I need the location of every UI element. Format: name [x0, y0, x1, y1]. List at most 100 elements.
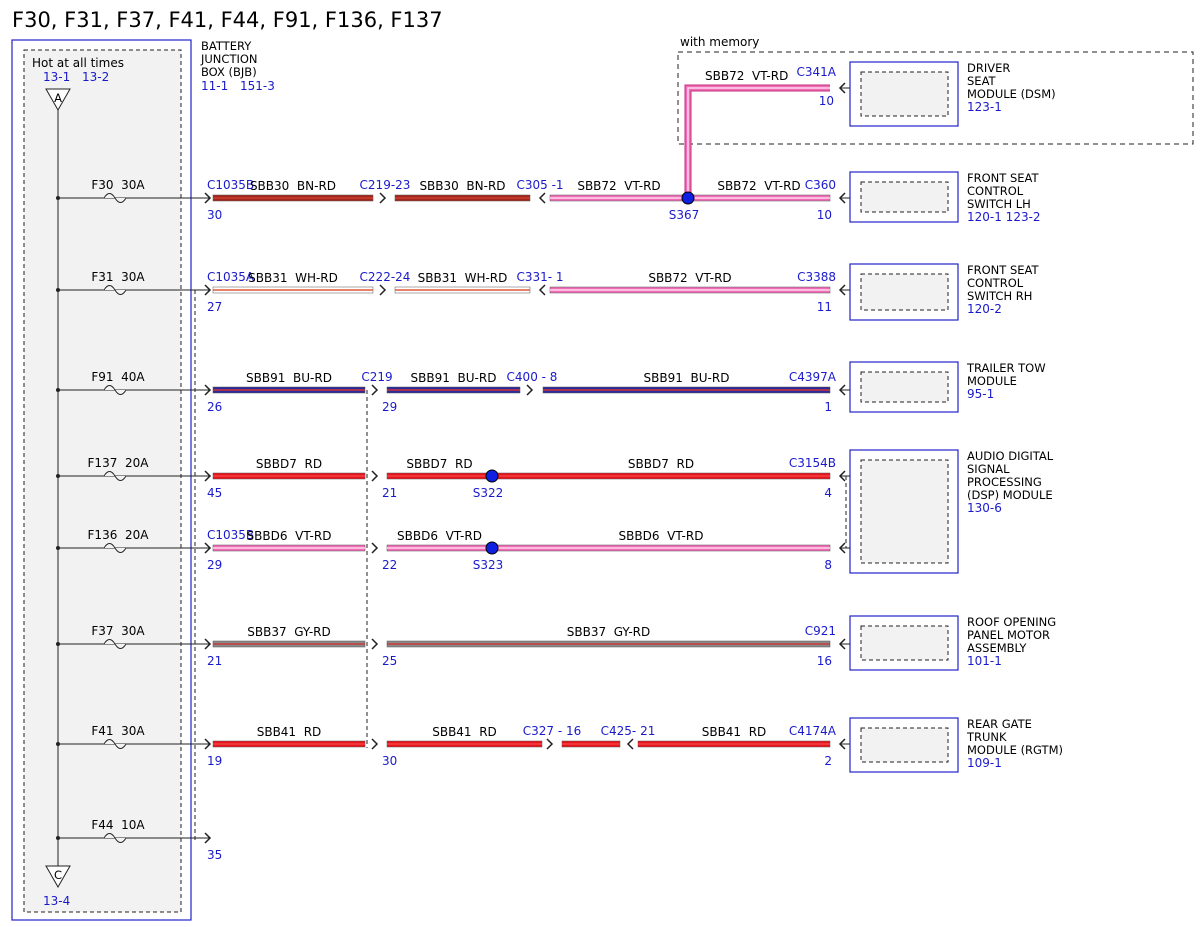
fuse-label: F41 30A [91, 724, 145, 738]
connector-arrow [371, 384, 379, 396]
wire-label: SBB41 RD [257, 725, 322, 739]
bjb-label: BATTERY [201, 39, 252, 53]
connector-arrow [371, 738, 379, 750]
wire-label: SBB91 BU-RD [246, 371, 332, 385]
module-name: PANEL MOTOR [967, 628, 1050, 642]
module-name: FRONT SEAT [967, 171, 1039, 185]
fuse-label: F31 30A [91, 270, 145, 284]
module-name: ASSEMBLY [967, 641, 1027, 655]
bjb-ref: 11-1 [201, 79, 228, 93]
pin: 4 [824, 486, 832, 500]
connector-name: C425- 21 [601, 724, 656, 738]
splice-name: S322 [473, 486, 504, 500]
bjb-ref: 13-4 [43, 894, 70, 908]
wire-label: SBB31 WH-RD [418, 271, 508, 285]
connector-name: C1035B [207, 528, 254, 542]
pin: 10 [817, 208, 832, 222]
pin: 19 [207, 754, 222, 768]
connector-letter: A [54, 91, 62, 105]
module-name: CONTROL [967, 276, 1024, 290]
wire-label: SBB91 BU-RD [411, 371, 497, 385]
wire-label: SBB72 VT-RD [705, 69, 788, 83]
connector-arrow [371, 542, 379, 554]
module [849, 171, 959, 223]
wire-label: SBB31 WH-RD [248, 271, 338, 285]
connector-name: C921 [805, 624, 836, 638]
connector-arrow [204, 832, 212, 844]
connector-arrow [204, 542, 212, 554]
wire-label: SBBD6 VT-RD [397, 529, 482, 543]
module-name: TRUNK [966, 730, 1007, 744]
connector-name: C4397A [789, 370, 837, 384]
connector-arrow [379, 284, 387, 296]
connector-arrow [204, 638, 212, 650]
module [849, 263, 959, 321]
connector-arrow [379, 192, 387, 204]
splice [485, 469, 499, 483]
fuse-label: F137 20A [88, 456, 150, 470]
wire-label: SBB91 BU-RD [644, 371, 730, 385]
bjb-label: BOX (BJB) [201, 65, 257, 79]
bjb-header: Hot at all times [32, 56, 124, 70]
wire-label: SBB72 VT-RD [648, 271, 731, 285]
fuse [103, 193, 127, 203]
module [849, 615, 959, 671]
wire-label: SBBD7 RD [628, 457, 694, 471]
fuse-label: F30 30A [91, 178, 145, 192]
module-inner [860, 459, 949, 564]
module-name: SEAT [967, 74, 997, 88]
connector-name: C341A [797, 65, 837, 79]
connector-name: C400 - 8 [507, 370, 558, 384]
pin: 2 [824, 754, 832, 768]
pin: 1 [824, 400, 832, 414]
fuse [103, 639, 127, 649]
connector-name: C327 - 16 [523, 724, 582, 738]
fuse [103, 833, 127, 843]
module-name: SWITCH LH [967, 197, 1031, 211]
connector-name: C3388 [797, 270, 836, 284]
connector-name: C3154B [789, 456, 836, 470]
wire-label: SBB72 VT-RD [577, 179, 660, 193]
group-label: with memory [680, 35, 759, 49]
pin: 27 [207, 300, 222, 314]
splice [681, 191, 695, 205]
wire-label: SBBD6 VT-RD [247, 529, 332, 543]
connector-arrow [538, 192, 546, 204]
connector-name: C219-23 [360, 178, 411, 192]
connector-name: C1035B [207, 178, 254, 192]
wire-label: SBB30 BN-RD [419, 179, 505, 193]
connector-arrow [546, 738, 554, 750]
module-name: ROOF OPENING [967, 615, 1056, 629]
module-name: FRONT SEAT [967, 263, 1039, 277]
fuse [103, 385, 127, 395]
module-ref: 101-1 [967, 654, 1002, 668]
bjb-frame [11, 39, 192, 921]
title: F30, F31, F37, F41, F44, F91, F136, F137 [12, 8, 443, 32]
connector-arrow [204, 470, 212, 482]
wire-label: SBB37 GY-RD [247, 625, 331, 639]
splice-name: S323 [473, 558, 504, 572]
connector-c [45, 865, 71, 889]
connector-arrow [204, 384, 212, 396]
splice-name: S367 [669, 208, 700, 222]
module-name: MODULE [967, 374, 1017, 388]
module-ref: 120-1 123-2 [967, 210, 1041, 224]
module-ref: 130-6 [967, 501, 1002, 515]
fuse [103, 543, 127, 553]
wire-label: SBB30 BN-RD [250, 179, 336, 193]
module-ref: 120-2 [967, 302, 1002, 316]
module-name: REAR GATE [967, 717, 1032, 731]
fuse [103, 471, 127, 481]
wire-label: SBBD7 RD [256, 457, 322, 471]
module-inner [860, 727, 949, 763]
wire-label: SBB41 RD [432, 725, 497, 739]
connector-arrow [204, 284, 212, 296]
fuse-label: F136 20A [88, 528, 150, 542]
module-name: MODULE (DSM) [967, 87, 1056, 101]
module-ref: 123-1 [967, 100, 1002, 114]
module-name: DRIVER [967, 61, 1010, 75]
module-name: SIGNAL [967, 462, 1010, 476]
module-inner [860, 181, 949, 213]
module [849, 717, 959, 773]
